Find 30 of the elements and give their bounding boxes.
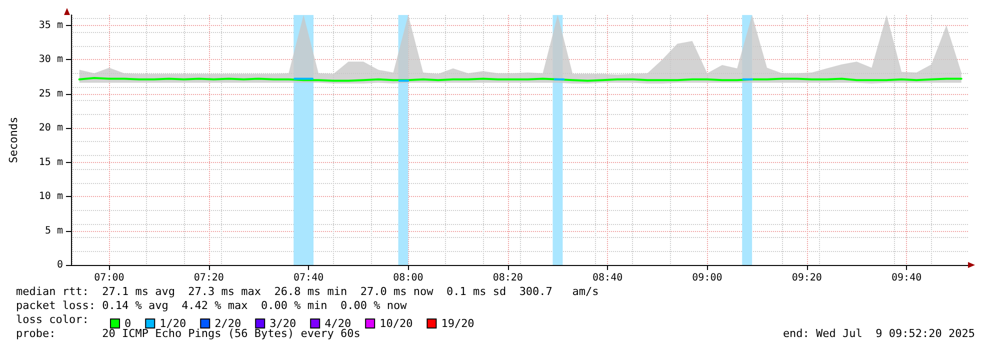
text: probe: 20 ICMP Echo Pings (56 Bytes) every 60s — [16, 327, 360, 341]
x-tick-label: 09:00 — [692, 272, 722, 284]
legend-label: 19/20 — [441, 317, 474, 330]
y-tick-label: 30 m — [38, 54, 63, 66]
legend-label: 1/20 — [160, 317, 186, 330]
x-tick-label: 07:40 — [294, 272, 324, 284]
y-tick-label: 5 m — [44, 225, 63, 236]
text: loss color: — [16, 313, 89, 327]
x-tick-label: 08:40 — [592, 272, 623, 284]
x-tick-label: 07:20 — [194, 272, 224, 284]
legend-label: 3/20 — [270, 317, 296, 330]
legend-label: 0 — [124, 317, 132, 330]
x-tick-label: 09:20 — [792, 272, 822, 284]
legend-label: 10/20 — [380, 317, 413, 330]
x-tick-label: 08:20 — [492, 272, 523, 284]
y-tick-label: 10 m — [38, 191, 63, 202]
x-tick-label: 07:00 — [94, 272, 124, 284]
text: end: Wed Jul 9 09:52:20 2025 — [782, 327, 975, 341]
y-axis-title: Seconds — [7, 116, 20, 164]
y-tick-label: 25 m — [38, 88, 63, 100]
y-tick-label: 0 — [56, 260, 63, 270]
x-tick-label: 09:40 — [892, 272, 922, 284]
text: median rtt: 27.1 ms avg 27.3 ms max 26.8 ms min 27.0 ms now 0.1 ms sd 300.7 am/s — [16, 285, 599, 299]
text: packet loss: 0.14 % avg 4.42 % max 0.00 % min 0.00 % now — [16, 299, 407, 313]
y-tick-label: 15 m — [38, 156, 63, 168]
y-tick-label: 20 m — [38, 122, 63, 134]
legend-label: 2/20 — [214, 317, 242, 330]
legend-label: 4/20 — [324, 317, 352, 330]
y-tick-label: 35 m — [38, 20, 63, 31]
x-tick-label: 08:00 — [393, 272, 424, 284]
